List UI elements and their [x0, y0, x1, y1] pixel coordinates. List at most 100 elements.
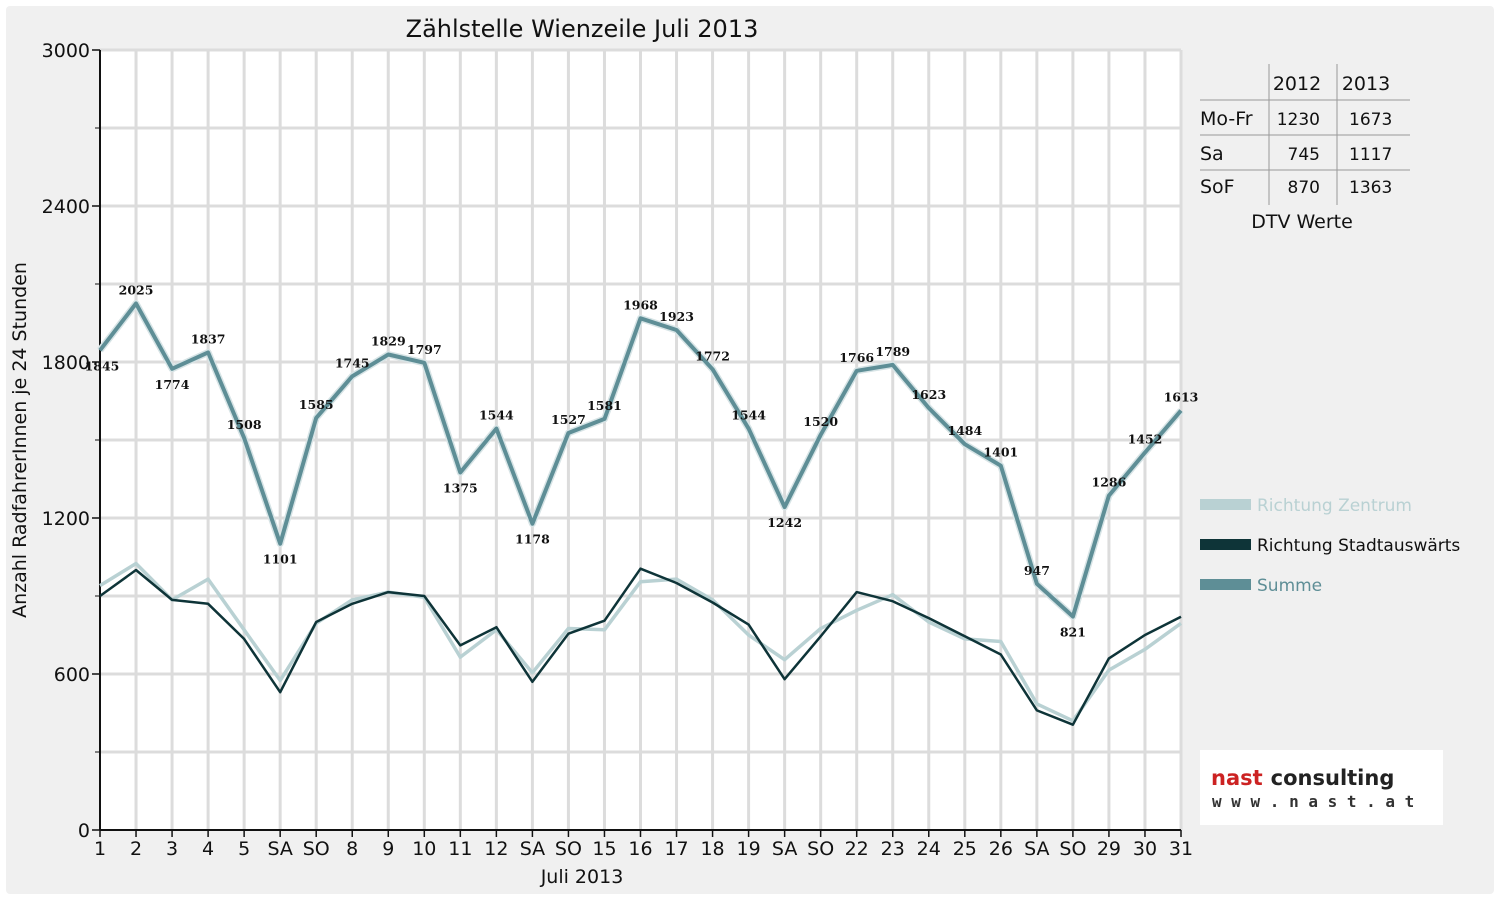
x-tick-label: 2: [130, 838, 142, 860]
data-label: 1845: [85, 358, 120, 373]
table-row-label: SoF: [1200, 176, 1235, 198]
legend-swatch: [1200, 579, 1251, 590]
table-cell: 870: [1288, 178, 1320, 198]
data-label: 1623: [911, 387, 946, 402]
data-label: 1520: [803, 414, 838, 429]
x-tick-label: SA: [772, 838, 797, 860]
data-label: 1829: [371, 333, 406, 348]
table-caption: DTV Werte: [1251, 211, 1353, 233]
data-label: 1286: [1092, 475, 1127, 490]
data-label: 1508: [227, 417, 262, 432]
y-tick-label: 1800: [42, 352, 90, 374]
x-tick-label: 3: [166, 838, 178, 860]
x-tick-label: 16: [628, 838, 652, 860]
data-label: 1766: [839, 350, 874, 365]
x-tick-label: 18: [700, 838, 724, 860]
data-label: 947: [1024, 563, 1050, 578]
data-label: 1178: [515, 532, 550, 547]
x-tick-label: 31: [1169, 838, 1193, 860]
x-tick-label: 24: [917, 838, 941, 860]
data-label: 1452: [1128, 431, 1163, 446]
table-cell: 745: [1288, 145, 1320, 165]
data-label: 1101: [263, 552, 298, 567]
grid: [100, 48, 1183, 830]
x-tick-label: 15: [592, 838, 616, 860]
data-label: 821: [1060, 625, 1086, 640]
x-tick-label: 9: [382, 838, 394, 860]
data-label: 1968: [623, 297, 658, 312]
data-label: 1544: [479, 408, 514, 423]
logo-url: w w w . n a s t . a t: [1212, 792, 1414, 811]
table-header-2012: 2012: [1273, 73, 1321, 95]
series-lines: [97, 300, 1184, 726]
table-row-label: Mo-Fr: [1200, 108, 1253, 130]
y-tick-label: 600: [54, 664, 90, 686]
data-label: 1581: [587, 398, 622, 413]
nast-consulting-logo: nast consulting w w w . n a s t . a t: [1200, 750, 1443, 825]
x-tick-label: 30: [1133, 838, 1157, 860]
x-tick-label: 12: [484, 838, 508, 860]
data-label: 1527: [551, 412, 586, 427]
y-tick-label: 0: [78, 820, 90, 842]
y-tick-label: 1200: [42, 508, 90, 530]
data-label: 1613: [1164, 390, 1199, 405]
dtv-table: 2012 2013 Mo-Fr 1230 1673 Sa 745 1117 So…: [1200, 64, 1410, 233]
data-label: 1774: [155, 377, 190, 392]
legend-label: Richtung Zentrum: [1257, 496, 1412, 516]
data-label: 1745: [335, 355, 370, 370]
x-tick-label: 11: [448, 838, 472, 860]
x-tick-label: 19: [737, 838, 761, 860]
legend-label: Richtung Stadtauswärts: [1257, 536, 1460, 556]
legend: Richtung Zentrum Richtung Stadtauswärts Su…: [1200, 496, 1460, 596]
data-label: 2025: [119, 283, 154, 298]
x-tick-label: 22: [845, 838, 869, 860]
x-tick-label: 17: [664, 838, 688, 860]
data-labels: 1845 2025 1774 1837 1508 1101 1585 174518291797…: [85, 283, 1199, 640]
table-cell: 1230: [1277, 110, 1320, 130]
logo-text: nast consulting: [1211, 766, 1394, 790]
x-tick-label: 10: [412, 838, 436, 860]
legend-label: Summe: [1257, 576, 1322, 596]
data-label: 1484: [947, 423, 982, 438]
chart-title: Zählstelle Wienzeile Juli 2013: [406, 15, 759, 43]
x-tick-label: 8: [346, 838, 358, 860]
x-tick-label: SA: [267, 838, 292, 860]
series-line: [98, 301, 1183, 619]
x-tick-label: SO: [555, 838, 582, 860]
data-label: 1837: [191, 331, 226, 346]
x-tick-label: 26: [989, 838, 1013, 860]
y-tick-label: 2400: [42, 196, 90, 218]
x-tick-label: 4: [202, 838, 214, 860]
x-tick-label: SO: [303, 838, 330, 860]
x-tick-label: SO: [807, 838, 834, 860]
x-tick-label: 25: [953, 838, 977, 860]
x-tick-label: 1: [94, 838, 106, 860]
table-cell: 1673: [1349, 110, 1392, 130]
x-tick-label: SA: [1024, 838, 1049, 860]
data-label: 1375: [443, 481, 478, 496]
x-tick-label: SA: [520, 838, 545, 860]
x-axis-label: Juli 2013: [540, 866, 624, 888]
y-tick-label: 3000: [42, 40, 90, 62]
table-cell: 1363: [1349, 178, 1392, 198]
data-label: 1772: [695, 348, 730, 363]
table-header-2013: 2013: [1342, 73, 1390, 95]
data-label: 1544: [731, 408, 766, 423]
series-line: [99, 567, 1182, 726]
x-tick-label: 5: [238, 838, 250, 860]
data-label: 1401: [983, 445, 1018, 460]
series-line: [99, 561, 1183, 723]
data-label: 1242: [767, 515, 802, 530]
data-label: 1923: [659, 309, 694, 324]
table-cell: 1117: [1349, 145, 1392, 165]
legend-swatch: [1200, 499, 1251, 510]
data-label: 1585: [299, 397, 334, 412]
x-tick-label: SO: [1059, 838, 1086, 860]
table-row-label: Sa: [1200, 143, 1224, 165]
x-tick-label: 23: [881, 838, 905, 860]
data-label: 1797: [407, 342, 442, 357]
x-tick-label: 29: [1097, 838, 1121, 860]
legend-swatch: [1200, 539, 1251, 550]
